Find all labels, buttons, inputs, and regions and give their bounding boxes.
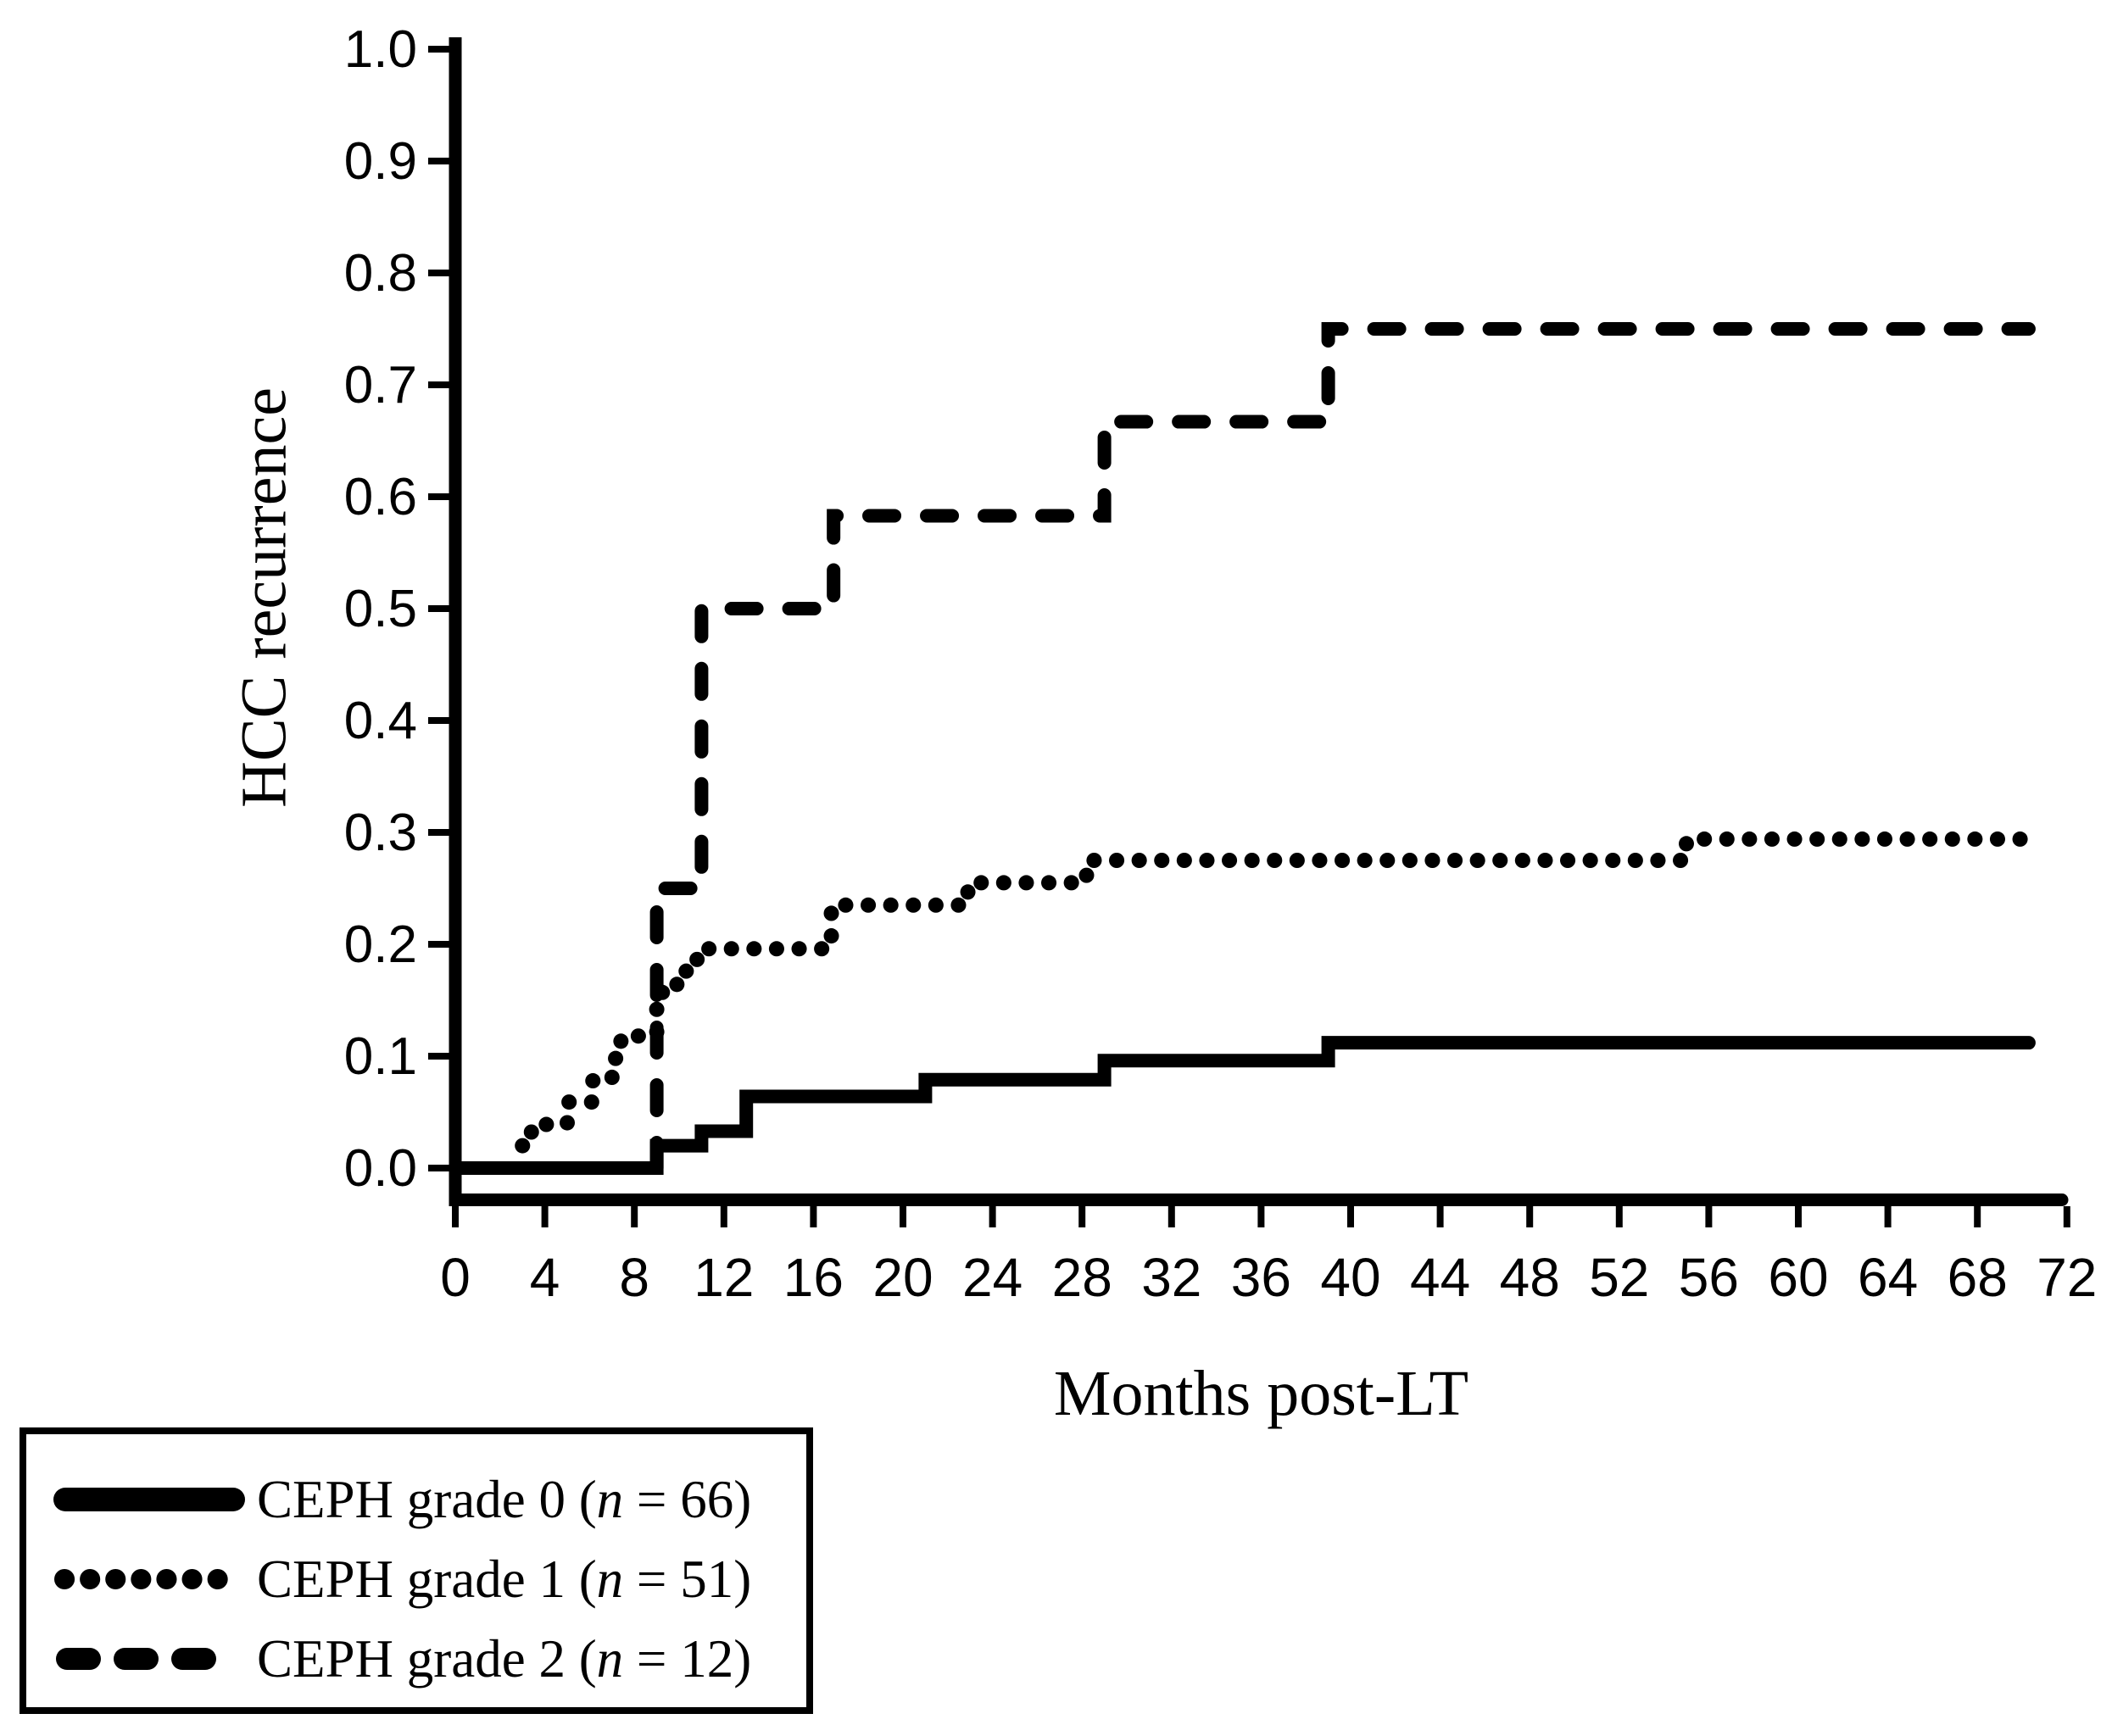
legend-label: CEPH grade 0 (n = 66)	[257, 1469, 751, 1531]
y-tick-label: 0.7	[344, 356, 417, 415]
x-tick-label: 56	[1679, 1247, 1739, 1308]
legend-item-grade-0: CEPH grade 0 (n = 66)	[26, 1460, 806, 1539]
x-tick-label: 24	[962, 1247, 1023, 1308]
legend-label: CEPH grade 1 (n = 51)	[257, 1549, 751, 1611]
x-axis-title: Months post-LT	[1053, 1358, 1469, 1429]
y-tick-label: 0.9	[344, 132, 417, 191]
y-tick-label: 0.2	[344, 915, 417, 974]
legend-item-grade-1: CEPH grade 1 (n = 51)	[26, 1539, 806, 1619]
x-tick-label: 44	[1410, 1247, 1470, 1308]
legend-item-grade-2: CEPH grade 2 (n = 12)	[26, 1619, 806, 1699]
legend: CEPH grade 0 (n = 66) CEPH grade 1 (n = …	[20, 1427, 813, 1714]
y-tick-label: 1.0	[344, 20, 417, 79]
y-tick-label: 0.8	[344, 244, 417, 303]
x-tick-label: 0	[440, 1247, 471, 1308]
x-tick-label: 48	[1500, 1247, 1560, 1308]
y-tick-label: 0.4	[344, 692, 417, 750]
x-tick-label: 28	[1052, 1247, 1112, 1308]
legend-label-suffix: = 66)	[623, 1469, 752, 1529]
solid-line-swatch-icon	[53, 1488, 245, 1511]
x-tick-label: 4	[530, 1247, 560, 1308]
legend-n-italic: n	[596, 1549, 624, 1609]
curve-ceph-grade-1	[515, 831, 2037, 1154]
legend-label: CEPH grade 2 (n = 12)	[257, 1628, 751, 1690]
dotted-line-swatch-icon	[54, 1569, 228, 1589]
y-tick-label: 0.5	[344, 580, 417, 638]
legend-label-prefix: CEPH grade 1 (	[257, 1549, 597, 1609]
y-tick-label: 0.0	[344, 1139, 417, 1198]
legend-n-italic: n	[596, 1628, 624, 1689]
x-tick-label: 8	[619, 1247, 649, 1308]
curve-ceph-grade-2	[649, 322, 2036, 1175]
x-tick-label: 68	[1948, 1247, 2008, 1308]
y-tick-label: 0.3	[344, 804, 417, 862]
y-tick-label: 0.6	[344, 468, 417, 526]
y-axis-title: HCC recurrence	[228, 387, 300, 808]
x-tick-label: 32	[1141, 1247, 1201, 1308]
y-tick-label: 0.1	[344, 1027, 417, 1086]
x-tick-label: 60	[1768, 1247, 1828, 1308]
x-tick-label: 40	[1320, 1247, 1380, 1308]
x-tick-label: 36	[1231, 1247, 1291, 1308]
curve-ceph-grade-0	[449, 1036, 2036, 1175]
legend-label-prefix: CEPH grade 0 (	[257, 1469, 597, 1529]
dashed-line-swatch-icon	[56, 1648, 237, 1670]
x-tick-label: 16	[783, 1247, 844, 1308]
legend-label-prefix: CEPH grade 2 (	[257, 1628, 597, 1689]
legend-label-suffix: = 51)	[623, 1549, 752, 1609]
x-tick-label: 20	[872, 1247, 933, 1308]
x-tick-label: 64	[1858, 1247, 1918, 1308]
x-tick-label: 72	[2037, 1247, 2097, 1308]
legend-n-italic: n	[596, 1469, 624, 1529]
x-tick-label: 52	[1589, 1247, 1649, 1308]
legend-label-suffix: = 12)	[623, 1628, 752, 1689]
x-tick-label: 12	[694, 1247, 754, 1308]
